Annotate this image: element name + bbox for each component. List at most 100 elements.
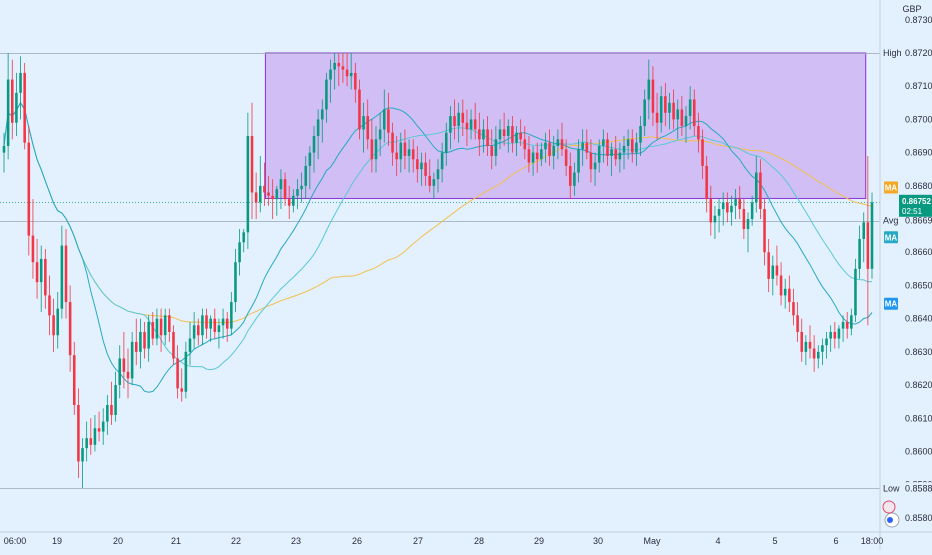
- candle-body: [775, 265, 779, 276]
- candle-body: [796, 315, 799, 332]
- candle: [630, 129, 634, 163]
- candle-body: [738, 199, 742, 210]
- candle-body: [312, 136, 316, 153]
- candle-body: [420, 162, 423, 170]
- candle-body: [118, 358, 122, 386]
- candle: [606, 132, 609, 166]
- candle: [27, 126, 31, 256]
- candle-body: [325, 79, 328, 110]
- candle: [523, 126, 527, 160]
- candle: [196, 318, 200, 346]
- candle-body: [490, 145, 494, 156]
- candle-body: [287, 199, 291, 206]
- candle-body: [139, 331, 142, 352]
- candle-body: [10, 79, 14, 123]
- candle: [850, 308, 853, 336]
- candle-body: [93, 428, 97, 445]
- candle-body: [234, 262, 237, 303]
- candle: [271, 179, 274, 220]
- candle: [783, 278, 787, 309]
- candle: [568, 152, 572, 200]
- candle-body: [858, 238, 861, 269]
- candle: [238, 228, 241, 276]
- candle: [209, 315, 212, 342]
- candle: [230, 292, 233, 336]
- range-box[interactable]: [264, 52, 867, 199]
- candle: [680, 96, 684, 137]
- candle-body: [519, 132, 522, 140]
- candle: [841, 315, 845, 342]
- time-tick-label: 23: [291, 536, 301, 546]
- level-value-bg: [902, 214, 932, 227]
- time-tick-label: May: [643, 536, 661, 546]
- candle: [325, 72, 328, 123]
- candle-body: [498, 129, 502, 140]
- candle-body: [763, 209, 766, 253]
- candle-body: [77, 404, 80, 462]
- candle-body: [680, 109, 684, 127]
- candle-body: [275, 189, 279, 200]
- candle: [56, 292, 60, 349]
- candle-body: [15, 92, 18, 123]
- candle: [300, 172, 303, 203]
- candle: [329, 59, 332, 103]
- candle-body: [106, 404, 109, 422]
- candle-body: [391, 132, 394, 153]
- candle-body: [564, 149, 568, 166]
- candle: [424, 152, 427, 186]
- candle-body: [31, 235, 35, 263]
- candle-body: [548, 142, 551, 156]
- candle-body: [23, 72, 26, 143]
- time-tick-label: 4: [715, 536, 720, 546]
- candle: [378, 112, 382, 156]
- candle-body: [126, 371, 130, 379]
- candle-body: [486, 129, 489, 146]
- candle: [535, 142, 539, 173]
- candle-body: [258, 185, 262, 203]
- candle-body: [465, 122, 469, 130]
- candle-body: [81, 448, 84, 462]
- candle-body: [655, 112, 659, 123]
- candle-body: [308, 152, 312, 166]
- candle: [494, 126, 498, 166]
- candle: [544, 132, 547, 163]
- ma-badge-bg: [884, 231, 898, 244]
- candle: [655, 92, 659, 140]
- candle-body: [68, 302, 72, 356]
- candle: [540, 142, 543, 166]
- candle-body: [168, 315, 171, 332]
- candle-body: [436, 169, 440, 180]
- candle-body: [300, 185, 303, 190]
- candle-body: [56, 308, 60, 336]
- candle: [800, 318, 804, 362]
- candle: [72, 341, 76, 415]
- candle-body: [816, 351, 820, 359]
- candle: [341, 53, 345, 83]
- candle-body: [750, 202, 754, 220]
- candle-body: [614, 149, 618, 160]
- candle: [64, 228, 68, 319]
- candle-body: [841, 321, 845, 329]
- candle-body: [184, 351, 188, 392]
- candle: [593, 152, 597, 186]
- candle: [498, 119, 502, 150]
- currency-label: GBP: [902, 4, 921, 14]
- candle-body: [705, 165, 708, 200]
- candle-body: [403, 142, 407, 156]
- candle-body: [494, 139, 498, 156]
- candle: [738, 185, 742, 220]
- candle: [560, 122, 564, 156]
- candle-body: [176, 358, 179, 389]
- candle: [316, 109, 320, 160]
- candle: [816, 345, 820, 369]
- candle: [312, 126, 316, 173]
- candle-body: [701, 139, 704, 166]
- candle-body: [97, 428, 101, 432]
- candle: [176, 345, 179, 399]
- level-value-avg: 0.86695: [905, 216, 932, 226]
- candle: [292, 189, 295, 213]
